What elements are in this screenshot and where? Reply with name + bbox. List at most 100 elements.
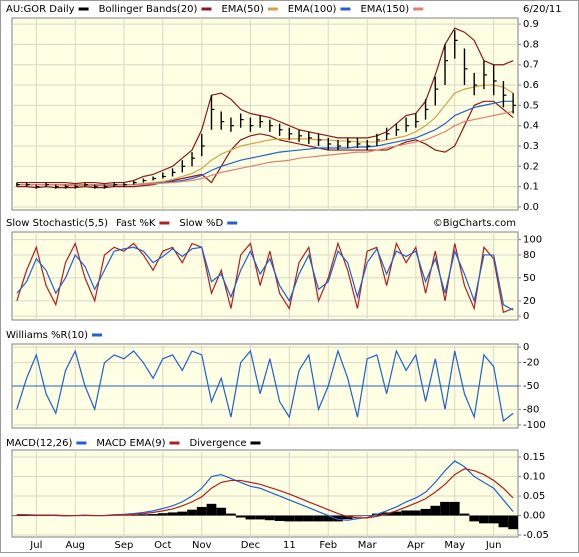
x-tick-label: Apr — [407, 540, 425, 551]
x-tick-label: Jun — [485, 540, 502, 551]
legend-label: Fast %K — [116, 218, 156, 229]
histogram-bar — [216, 507, 227, 516]
legend-swatch — [267, 7, 278, 11]
x-tick-label: Sep — [114, 540, 133, 551]
histogram-bar — [391, 511, 402, 516]
legend-label: EMA(100) — [288, 4, 337, 15]
y-tick-label: 0 — [523, 342, 529, 353]
histogram-bar — [430, 505, 441, 516]
series-line — [16, 246, 514, 311]
histogram-bar — [333, 515, 343, 522]
histogram-bar — [12, 515, 22, 517]
histogram-bar — [177, 511, 188, 516]
histogram-bar — [265, 515, 275, 521]
histogram-bar — [196, 506, 207, 516]
x-tick-label: Dec — [241, 540, 260, 551]
x-tick-label: 11 — [283, 540, 296, 551]
histogram-bar — [362, 515, 373, 516]
y-tick-label: -20 — [523, 358, 539, 369]
y-tick-label: 0.0 — [523, 202, 539, 213]
histogram-bar — [245, 515, 256, 520]
plot-area — [11, 17, 519, 211]
y-tick-label: 0.6 — [523, 80, 539, 91]
histogram-bar — [274, 515, 285, 522]
legend-swatch — [169, 441, 180, 445]
legend-label: MACD EMA(9) — [96, 438, 165, 449]
histogram-bar — [119, 515, 129, 516]
histogram-bar — [128, 514, 139, 516]
legend-label: AU:GOR Daily — [6, 4, 75, 15]
y-tick-label: 0.15 — [523, 452, 545, 463]
legend-swatch — [250, 441, 261, 445]
histogram-bar — [41, 515, 51, 517]
series-line — [16, 110, 514, 186]
series-line — [16, 349, 514, 423]
histogram-bar — [148, 513, 158, 516]
histogram-bar — [323, 515, 334, 522]
legend-swatch — [159, 221, 170, 225]
series-line — [16, 27, 514, 185]
y-tick-label: 20 — [523, 296, 536, 307]
y-tick-label: 0.10 — [523, 472, 545, 483]
legend-label: Slow %D — [179, 218, 223, 229]
histogram-bar — [206, 503, 217, 516]
watermark: ©BigCharts.com — [433, 218, 516, 229]
histogram-bar — [157, 513, 168, 516]
y-tick-label: 80 — [523, 250, 536, 261]
histogram-bar — [410, 510, 421, 516]
histogram-bar — [255, 515, 265, 520]
y-tick-label: 100 — [523, 235, 542, 246]
y-tick-label: 0.1 — [523, 182, 539, 193]
y-tick-label: -50 — [523, 381, 539, 392]
legend-swatch — [78, 7, 89, 11]
histogram-bar — [498, 515, 509, 528]
y-tick-label: 0.4 — [523, 121, 539, 132]
x-tick-label: Nov — [192, 540, 212, 551]
histogram-bar — [469, 515, 480, 522]
y-tick-label: 0.2 — [523, 161, 539, 172]
histogram-bar — [401, 510, 411, 516]
legend-swatch — [76, 441, 87, 445]
histogram-bar — [167, 512, 178, 516]
x-tick-label: Jul — [29, 540, 42, 551]
y-tick-label: 0.5 — [523, 100, 539, 111]
histogram-bar — [420, 508, 431, 516]
histogram-bar — [294, 515, 304, 522]
histogram-bar — [352, 515, 363, 517]
x-tick-label: Aug — [65, 540, 85, 551]
histogram-bar — [313, 515, 324, 522]
plot-area — [11, 231, 519, 321]
histogram-bar — [479, 515, 489, 524]
legend-label: Bollinger Bands(20) — [99, 4, 198, 15]
legend-label: Divergence — [190, 438, 247, 449]
histogram-bar — [284, 515, 295, 522]
series-line — [16, 241, 514, 314]
x-tick-label: Feb — [319, 540, 337, 551]
legend-swatch — [340, 7, 351, 11]
band-line — [16, 100, 514, 189]
legend-swatch — [413, 7, 424, 11]
panel-title: Slow Stochastic(5,5) — [6, 218, 108, 229]
legend-swatch — [92, 333, 103, 337]
y-tick-label: 0 — [523, 311, 529, 322]
x-tick-label: Oct — [154, 540, 171, 551]
y-tick-label: -100 — [523, 420, 546, 431]
histogram-bar — [187, 509, 197, 516]
y-tick-label: 0.8 — [523, 39, 539, 50]
histogram-bar — [508, 515, 518, 530]
y-tick-label: 0.7 — [523, 60, 539, 71]
date-label: 6/20/11 — [523, 4, 562, 15]
x-tick-label: May — [444, 540, 465, 551]
histogram-bar — [303, 515, 314, 522]
y-tick-label: -80 — [523, 404, 539, 415]
histogram-bar — [449, 501, 460, 516]
legend-label: EMA(150) — [360, 4, 409, 15]
y-tick-label: 0.9 — [523, 19, 539, 30]
legend-label: EMA(50) — [221, 4, 263, 15]
y-tick-label: -0.05 — [523, 530, 549, 541]
y-tick-label: 0.00 — [523, 511, 545, 522]
histogram-bar — [235, 515, 246, 518]
y-tick-label: 0.3 — [523, 141, 539, 152]
legend-label: Williams %R(10) — [6, 330, 88, 341]
